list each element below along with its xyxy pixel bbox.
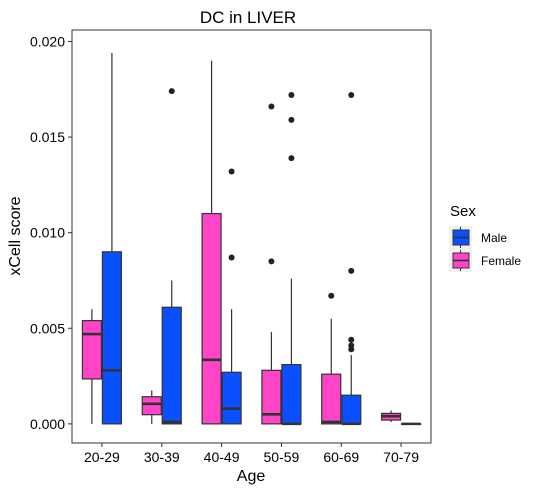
y-tick-label: 0.005 bbox=[30, 320, 65, 336]
box-female bbox=[201, 212, 222, 425]
box-male bbox=[221, 371, 242, 425]
x-tick-label: 30-39 bbox=[144, 449, 180, 465]
outlier-point bbox=[348, 92, 355, 99]
box-male bbox=[341, 394, 362, 425]
legend-title: Sex bbox=[450, 203, 476, 220]
outlier-point bbox=[288, 116, 295, 123]
outlier-point bbox=[348, 336, 355, 343]
x-axis: 20-29 30-39 40-49 50-59 60-69 70-79 bbox=[84, 443, 419, 465]
plot-marks bbox=[81, 52, 422, 426]
x-tick-label: 40-49 bbox=[204, 449, 240, 465]
outlier-point bbox=[288, 155, 295, 162]
outlier-point bbox=[328, 292, 335, 299]
outlier-point bbox=[168, 88, 175, 95]
box-male bbox=[161, 306, 182, 425]
outlier-point bbox=[348, 267, 355, 274]
box-female bbox=[141, 396, 162, 416]
box-female bbox=[321, 373, 342, 425]
x-tick-label: 60-69 bbox=[323, 449, 359, 465]
box-male bbox=[101, 251, 123, 425]
box-male bbox=[281, 364, 302, 425]
x-axis-title: Age bbox=[237, 468, 266, 485]
y-axis: 0.000 0.005 0.010 0.015 0.020 bbox=[30, 33, 72, 432]
y-tick-label: 0.020 bbox=[30, 33, 65, 49]
legend-label-female: Female bbox=[481, 254, 521, 268]
legend-label-male: Male bbox=[481, 231, 507, 245]
y-tick-label: 0.015 bbox=[30, 129, 65, 145]
x-tick-label: 70-79 bbox=[383, 449, 419, 465]
outlier-point bbox=[228, 168, 235, 175]
outlier-point bbox=[348, 342, 355, 349]
outlier-point bbox=[228, 254, 235, 261]
box-female bbox=[81, 320, 103, 380]
y-tick-label: 0.000 bbox=[30, 416, 65, 432]
outlier-point bbox=[268, 258, 275, 265]
legend: Sex Male Female bbox=[449, 203, 521, 272]
chart-title: DC in LIVER bbox=[200, 8, 296, 27]
y-tick-label: 0.010 bbox=[30, 225, 65, 241]
plot-panel bbox=[71, 29, 432, 444]
outlier-point bbox=[268, 103, 275, 110]
x-tick-label: 20-29 bbox=[84, 449, 120, 465]
box-female bbox=[261, 369, 282, 425]
outlier-point bbox=[288, 92, 295, 99]
x-tick-label: 50-59 bbox=[264, 449, 300, 465]
y-axis-title: xCell score bbox=[7, 196, 24, 275]
